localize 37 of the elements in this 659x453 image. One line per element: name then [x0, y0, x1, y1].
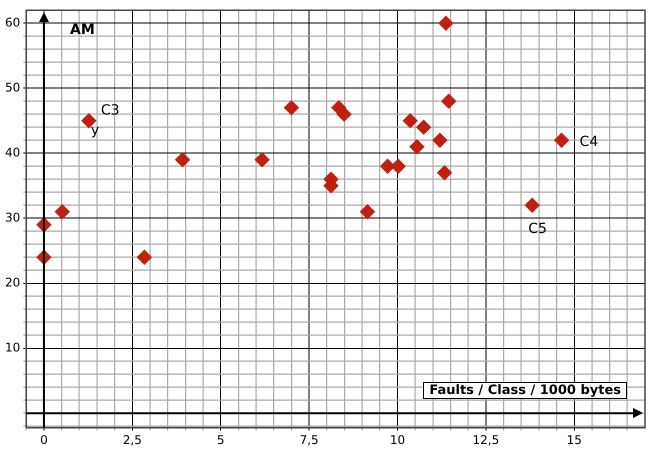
- point: [390, 158, 406, 174]
- annotation: C3: [100, 102, 120, 118]
- x-tick-label: 5: [216, 432, 225, 447]
- text: AM: [70, 22, 95, 38]
- annotation: y: [90, 122, 100, 138]
- x-tick-label: 12,5: [472, 432, 500, 447]
- x-tick-label: 7,5: [300, 432, 319, 447]
- x-tick-label: 0: [40, 432, 48, 447]
- point: [432, 132, 448, 148]
- point: [336, 106, 352, 122]
- y-tick-label: 30: [4, 210, 20, 224]
- point: [438, 16, 454, 31]
- point: [360, 204, 375, 220]
- point: [554, 132, 570, 148]
- x-tick-label: 15: [566, 432, 582, 447]
- y-tick-label: 60: [4, 15, 20, 30]
- x-tick-label: 2,5: [122, 432, 142, 447]
- point: [416, 120, 432, 135]
- point: [175, 152, 190, 168]
- point: [284, 100, 299, 116]
- annotation: C5: [528, 220, 547, 237]
- point: [441, 94, 456, 109]
- point: [409, 139, 424, 154]
- point: [136, 250, 152, 265]
- y-tick-label: 10: [4, 340, 20, 354]
- point: [54, 204, 70, 220]
- point: [254, 152, 270, 168]
- point: [524, 198, 540, 213]
- x-tick-label: 10: [390, 432, 406, 447]
- y-tick-label: 50: [4, 80, 20, 94]
- annotation: C4: [580, 134, 598, 150]
- y-tick-label: 40: [4, 145, 20, 160]
- point: [402, 113, 418, 128]
- point: [437, 165, 452, 180]
- point: [81, 113, 96, 128]
- x-axis-title: Faults / Class / 1000 bytes: [423, 382, 627, 399]
- y-tick-label: 20: [4, 275, 20, 290]
